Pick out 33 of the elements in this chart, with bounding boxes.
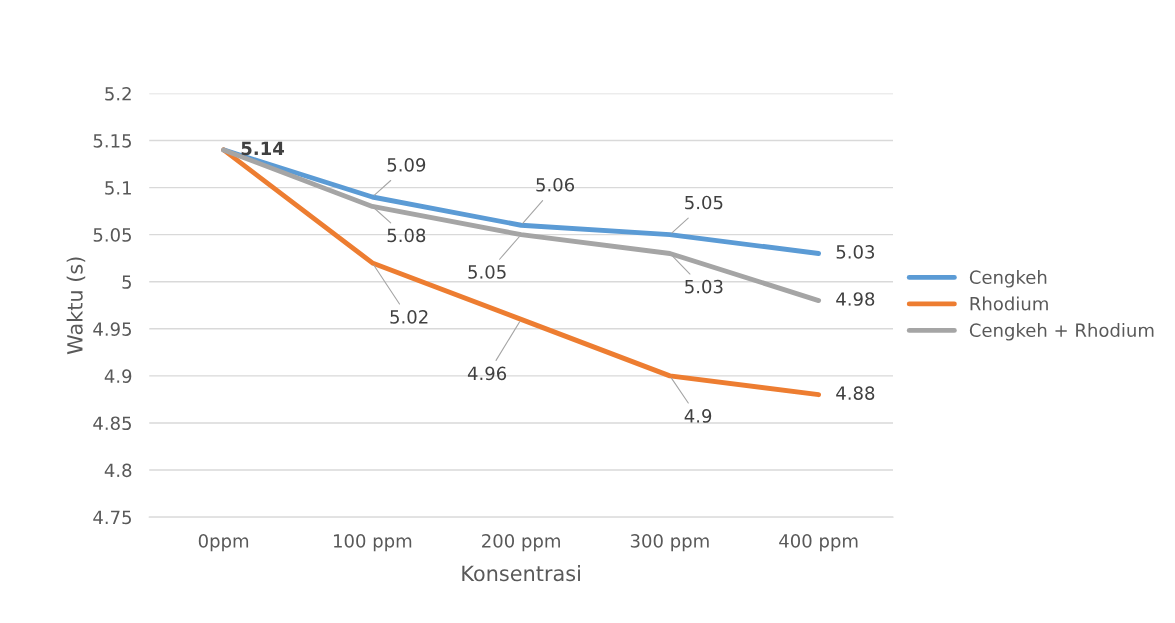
legend-label: Cengkeh	[969, 270, 1047, 288]
y-tick-label: 4.95	[93, 322, 131, 336]
y-tick-label: 4.8	[104, 463, 132, 478]
data-label: 5.14	[241, 141, 284, 156]
data-label: 5.03	[685, 279, 723, 294]
data-label: 5.02	[390, 310, 428, 324]
data-label: 4.98	[836, 292, 875, 306]
y-tick-label: 5.05	[93, 228, 131, 242]
data-label: 5.05	[468, 265, 506, 279]
x-tick-label: 100 ppm	[333, 534, 412, 552]
data-label: 5.08	[387, 228, 426, 243]
data-label: 5.03	[836, 245, 875, 259]
data-label: 5.05	[685, 195, 723, 210]
data-label: 5.06	[536, 177, 575, 192]
y-tick-label: 4.85	[93, 416, 131, 431]
y-tick-label: 4.75	[93, 510, 131, 525]
data-label: 4.88	[836, 386, 875, 400]
y-tick-label: 5.1	[105, 181, 131, 195]
data-label: 4.9	[684, 409, 712, 423]
data-label: 5.09	[387, 158, 426, 172]
x-tick-label: 400 ppm	[779, 534, 858, 552]
legend-label: Cengkeh + Rhodium	[969, 323, 1154, 341]
y-tick-label: 4.9	[104, 369, 132, 383]
x-tick-label: 0ppm	[198, 534, 249, 552]
x-tick-label: 300 ppm	[630, 534, 709, 552]
x-tick-label: 200 ppm	[482, 534, 560, 552]
legend-label: Rhodium	[970, 296, 1048, 311]
x-axis-title: Konsentrasi	[462, 565, 580, 582]
y-tick-label: 5.2	[105, 86, 131, 101]
y-tick-label: 5	[122, 275, 131, 289]
y-tick-label: 5.15	[93, 134, 131, 148]
data-label: 4.96	[467, 366, 507, 381]
y-axis-title: Waktu (s)	[66, 257, 86, 355]
